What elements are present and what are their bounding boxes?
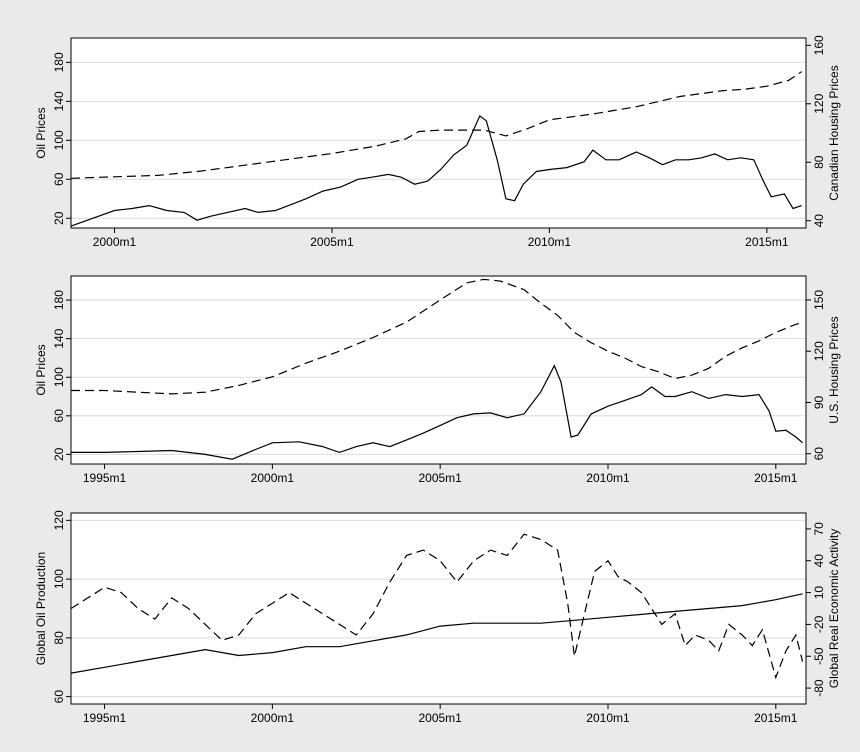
panel-oil-vs-us-housing: 20 60 100 140 180 60 90 120 150 1995m1 2000m1 2005m… bbox=[34, 275, 841, 485]
left-axis-title: Global Oil Production bbox=[34, 552, 48, 665]
right-axis-tick-label: 90 bbox=[812, 395, 826, 409]
left-axis-series-line bbox=[70, 114, 802, 227]
right-axis-tick-label: -20 bbox=[812, 615, 826, 633]
left-axis-tick-label: 120 bbox=[52, 510, 66, 530]
plot-area bbox=[71, 513, 806, 704]
x-axis-tick-label: 2005m1 bbox=[310, 235, 354, 249]
x-axis-tick-label: 2000m1 bbox=[251, 471, 295, 485]
right-axis-tick-label: 70 bbox=[812, 522, 826, 536]
left-axis-title: Oil Prices bbox=[34, 107, 48, 158]
right-axis-tick-label: 120 bbox=[812, 93, 826, 113]
x-axis-tick-label: 2000m1 bbox=[251, 711, 295, 725]
x-axis-tick-label: 2005m1 bbox=[418, 471, 462, 485]
plot-frame bbox=[70, 37, 807, 229]
right-axis-tick-label: 10 bbox=[812, 586, 826, 600]
right-axis-series-line bbox=[71, 278, 803, 395]
left-axis-tick-label: 180 bbox=[52, 52, 66, 72]
x-axis-tick-label: 2015m1 bbox=[745, 235, 789, 249]
right-axis-title: U.S. Housing Prices bbox=[827, 316, 841, 423]
right-axis-tick-label: 60 bbox=[812, 447, 826, 461]
plot-frame bbox=[70, 275, 807, 465]
left-axis-series-line bbox=[70, 593, 803, 674]
left-axis-series-line bbox=[71, 364, 803, 460]
left-axis-title: Oil Prices bbox=[34, 344, 48, 395]
x-axis-tick-label: 2015m1 bbox=[754, 471, 798, 485]
right-axis-tick-label: 160 bbox=[812, 35, 826, 55]
right-axis-tick-label: -50 bbox=[812, 647, 826, 665]
right-axis-title: Global Real Economic Activity bbox=[827, 529, 841, 688]
x-axis-tick-label: 2005m1 bbox=[418, 711, 462, 725]
x-axis-tick-label: 1995m1 bbox=[83, 471, 127, 485]
right-axis-title: Canadian Housing Prices bbox=[827, 65, 841, 200]
right-axis-tick-label: 80 bbox=[812, 155, 826, 169]
left-axis-tick-label: 20 bbox=[52, 447, 66, 461]
right-axis-tick-label: 40 bbox=[812, 554, 826, 568]
x-axis-tick-label: 2000m1 bbox=[93, 235, 137, 249]
right-axis-tick-label: -80 bbox=[812, 679, 826, 697]
left-axis-tick-label: 60 bbox=[52, 172, 66, 186]
left-axis-tick-label: 60 bbox=[52, 409, 66, 423]
x-axis-tick-label: 2010m1 bbox=[528, 235, 572, 249]
plot-frame bbox=[70, 512, 807, 705]
x-axis-tick-label: 1995m1 bbox=[83, 711, 127, 725]
left-axis-tick-label: 80 bbox=[52, 631, 66, 645]
x-axis-tick-label: 2010m1 bbox=[586, 471, 630, 485]
left-axis-tick-label: 100 bbox=[52, 130, 66, 150]
left-axis-tick-label: 100 bbox=[52, 367, 66, 387]
left-axis-tick-label: 140 bbox=[52, 328, 66, 348]
plot-area bbox=[71, 38, 806, 228]
right-axis-series-line bbox=[70, 533, 804, 680]
plot-area bbox=[71, 276, 806, 464]
left-axis-tick-label: 140 bbox=[52, 91, 66, 111]
left-axis-tick-label: 60 bbox=[52, 690, 66, 704]
left-axis-tick-label: 100 bbox=[52, 569, 66, 589]
panel-oil-vs-canadian-housing: 20 60 100 140 180 40 80 120 160 2000m1 2005m1 2010m… bbox=[34, 35, 841, 249]
panel-production-vs-activity: 60 80 100 120 -80 -50 -20 10 40 70 1995m1 2000m1 200… bbox=[34, 510, 841, 725]
left-axis-tick-label: 180 bbox=[52, 290, 66, 310]
x-axis-tick-label: 2010m1 bbox=[586, 711, 630, 725]
right-axis-tick-label: 40 bbox=[812, 214, 826, 228]
x-axis-tick-label: 2015m1 bbox=[754, 711, 798, 725]
right-axis-tick-label: 120 bbox=[812, 341, 826, 361]
left-axis-tick-label: 20 bbox=[52, 211, 66, 225]
right-axis-tick-label: 150 bbox=[812, 290, 826, 310]
right-axis-series-line bbox=[70, 71, 803, 179]
